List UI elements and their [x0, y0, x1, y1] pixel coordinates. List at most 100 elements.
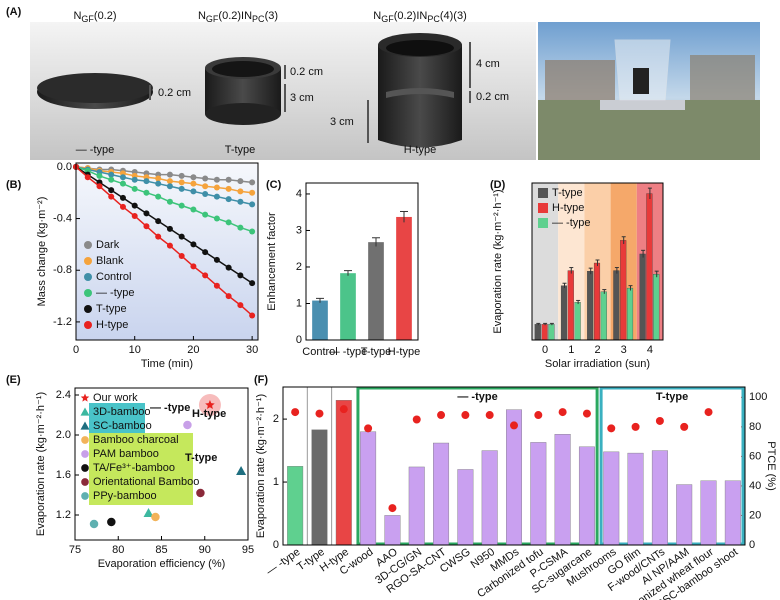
panel-label: (D) — [490, 179, 506, 191]
plot-frame — [305, 182, 419, 341]
y-axis-label: Evaporation rate (kg·m⁻²·h⁻¹) — [492, 189, 504, 333]
title-part: N — [198, 10, 206, 22]
bar — [578, 446, 595, 546]
ptce-dot — [364, 424, 373, 433]
y-axis-label: Evaporation rate (kg·m⁻²·h⁻¹) — [35, 392, 47, 536]
legend-swatch — [538, 188, 548, 198]
legend-label: T-type — [96, 303, 127, 315]
data-point — [143, 178, 150, 185]
x-axis-label: Solar irradiation (sun) — [545, 358, 650, 370]
x-axis-label: Evaporation efficiency (%) — [98, 558, 226, 570]
data-point — [155, 193, 162, 200]
plot-frame — [75, 162, 259, 341]
data-point — [155, 175, 162, 182]
error-bar — [595, 259, 600, 267]
data-point — [213, 193, 220, 200]
x-axis-label: Time (min) — [141, 358, 193, 370]
data-point — [249, 312, 256, 319]
panel-label: (F) — [254, 374, 268, 386]
data-point — [249, 280, 256, 287]
legend-label: Our work — [93, 392, 138, 404]
data-point — [143, 223, 150, 230]
legend-highlight — [89, 403, 145, 433]
bar — [651, 450, 668, 546]
legend-label: H-type — [552, 202, 584, 214]
ptce-dot — [291, 408, 300, 417]
y2-tick-label: 60 — [749, 450, 761, 462]
data-point — [155, 180, 162, 187]
y-tick-label: 2 — [273, 413, 279, 425]
data-point — [190, 241, 197, 248]
y-tick-label: 2.4 — [56, 389, 71, 401]
dimension-label: 4 cm — [476, 58, 500, 70]
data-point — [155, 233, 162, 240]
data-point — [190, 174, 197, 181]
title-part: N — [73, 10, 81, 22]
fit-line — [75, 166, 253, 194]
bar — [548, 324, 555, 341]
data-point — [237, 198, 244, 205]
title-part: GF — [81, 14, 94, 24]
error-bar — [588, 267, 593, 275]
legend-marker — [81, 450, 89, 458]
x-tick-label: Control — [302, 346, 337, 358]
data-point — [131, 185, 138, 192]
error-bar — [621, 236, 626, 244]
annotation: — -type — [150, 402, 190, 414]
error-bar — [576, 299, 581, 305]
data-point — [166, 183, 173, 190]
circle-marker — [196, 488, 205, 498]
triangle-marker — [143, 508, 154, 517]
x-tick-label: 85 — [155, 544, 167, 556]
data-point — [225, 264, 232, 271]
x-tick-label: 75 — [69, 544, 81, 556]
annotation: — -type — [457, 391, 497, 403]
fit-line — [75, 166, 253, 284]
bar — [613, 270, 620, 341]
bar — [481, 450, 498, 546]
data-point — [131, 212, 138, 219]
legend-marker — [81, 464, 89, 472]
x-tick-label: 80 — [112, 544, 124, 556]
bar — [287, 466, 304, 546]
data-point — [213, 282, 220, 289]
bar — [627, 452, 644, 546]
y-tick-label: -0.4 — [53, 212, 72, 224]
legend-label: Blank — [96, 255, 124, 267]
data-point — [237, 302, 244, 309]
data-point — [202, 272, 209, 279]
title-part: (0.2)IN — [218, 10, 252, 22]
ptce-dot — [534, 411, 543, 420]
bar — [724, 480, 741, 546]
dimension-label: 0.2 cm — [476, 91, 509, 103]
annotation: T-type — [656, 391, 688, 403]
title-part: PC — [252, 14, 265, 24]
data-point — [213, 256, 220, 263]
panel-a-art — [30, 22, 760, 160]
panel-label: (E) — [6, 374, 21, 386]
bar — [433, 442, 450, 546]
legend-label: T-type — [552, 187, 583, 199]
legend-label: — -type — [96, 287, 135, 299]
circle-marker — [151, 512, 160, 522]
data-point — [202, 249, 209, 256]
data-point — [213, 184, 220, 191]
sample-title: NGF(0.2) — [73, 10, 116, 24]
bar — [646, 193, 653, 341]
y-tick-label: 0 — [273, 539, 279, 551]
circle-marker — [89, 519, 99, 529]
bar — [574, 302, 581, 341]
y-axis-label: Evaporation rate (kg·m⁻²·h⁻¹) — [255, 394, 267, 538]
y-tick-label: 3 — [296, 224, 302, 236]
bar — [620, 240, 627, 341]
data-point — [202, 191, 209, 198]
fit-line — [75, 166, 253, 184]
data-point — [225, 219, 232, 226]
data-point — [166, 171, 173, 178]
error-bar — [614, 267, 619, 274]
error-bar — [536, 322, 541, 326]
bar — [396, 216, 412, 340]
data-point — [108, 171, 115, 178]
type-label: — -type — [76, 144, 115, 156]
y2-axis-label: PTCE (%) — [765, 441, 777, 491]
